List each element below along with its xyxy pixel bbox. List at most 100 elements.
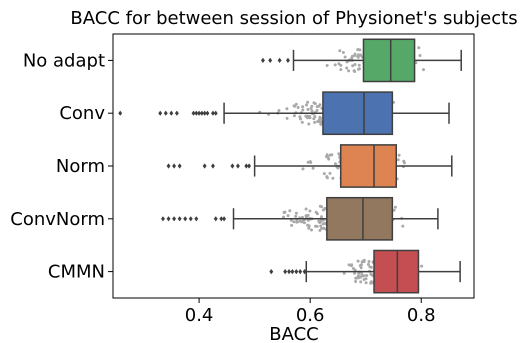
- outlier-point: [161, 216, 165, 222]
- outlier-point: [188, 216, 193, 222]
- swarm-point: [418, 54, 422, 57]
- swarm-point: [337, 152, 341, 156]
- swarm-point: [318, 103, 322, 107]
- y-tick-label-convnorm: ConvNorm: [10, 209, 105, 230]
- outlier-point: [294, 269, 299, 275]
- swarm-point: [296, 220, 299, 224]
- swarm-point: [300, 120, 304, 124]
- swarm-point: [322, 226, 326, 230]
- swarm-point: [306, 116, 309, 120]
- swarm-point: [352, 69, 356, 73]
- swarm-point: [277, 109, 281, 112]
- outlier-point: [211, 110, 215, 116]
- outlier-point: [222, 216, 227, 222]
- swarm-point: [308, 209, 312, 213]
- outlier-point: [290, 269, 295, 275]
- swarm-point: [310, 228, 313, 232]
- swarm-point: [306, 100, 310, 104]
- swarm-point: [310, 109, 314, 113]
- swarm-point: [341, 51, 345, 54]
- swarm-point: [301, 219, 304, 223]
- swarm-point: [327, 157, 331, 161]
- outlier-point: [247, 163, 252, 169]
- outlier-point: [202, 163, 207, 169]
- swarm-point: [354, 280, 358, 283]
- outlier-point: [298, 269, 303, 275]
- outlier-point: [261, 57, 265, 63]
- outlier-point: [236, 163, 240, 169]
- swarm-point: [286, 214, 290, 218]
- swarm-point: [307, 226, 311, 230]
- swarm-point: [396, 158, 400, 162]
- x-axis-label: BACC: [269, 324, 318, 343]
- outlier-point: [177, 216, 182, 222]
- swarm-point: [301, 105, 305, 109]
- swarm-point: [317, 118, 321, 122]
- swarm-point: [366, 263, 370, 266]
- swarm-point: [305, 103, 308, 107]
- swarm-point: [320, 205, 323, 209]
- swarm-point: [393, 205, 397, 209]
- swarm-point: [357, 53, 360, 57]
- box-convnorm: [326, 196, 394, 241]
- y-tick-label-conv: Conv: [59, 103, 105, 124]
- swarm-point: [392, 208, 396, 212]
- swarm-point: [345, 66, 349, 70]
- swarm-point: [422, 68, 425, 72]
- swarm-point: [325, 175, 329, 179]
- swarm-point: [306, 213, 310, 217]
- swarm-point: [301, 108, 305, 112]
- swarm-point: [306, 108, 310, 111]
- swarm-point: [359, 266, 363, 270]
- outlier-point: [244, 163, 249, 169]
- swarm-point: [311, 166, 315, 170]
- swarm-point: [330, 153, 334, 157]
- swarm-point: [304, 207, 308, 211]
- swarm-point: [292, 114, 296, 118]
- y-tick-label-cmmn: CMMN: [48, 262, 105, 283]
- swarm-point: [301, 167, 305, 171]
- swarm-point: [364, 281, 368, 285]
- swarm-point: [296, 106, 300, 109]
- outlier-point: [211, 163, 215, 169]
- outlier-point: [230, 163, 235, 169]
- swarm-point: [356, 259, 360, 263]
- outlier-point: [269, 269, 274, 275]
- swarm-point: [350, 56, 354, 60]
- swarm-point: [368, 265, 372, 269]
- outlier-point: [199, 110, 204, 116]
- outlier-point: [287, 269, 292, 275]
- outlier-point: [194, 216, 199, 222]
- swarm-point: [309, 107, 313, 110]
- swarm-point: [402, 159, 406, 163]
- swarm-point: [313, 120, 317, 124]
- swarm-point: [325, 154, 329, 158]
- swarm-point: [347, 263, 351, 267]
- swarm-point: [420, 264, 424, 268]
- swarm-point: [282, 215, 285, 219]
- box-norm: [339, 144, 397, 188]
- swarm-point: [343, 55, 347, 59]
- swarm-point: [358, 67, 361, 71]
- swarm-point: [331, 176, 335, 180]
- outlier-point: [197, 110, 202, 116]
- swarm-point: [339, 63, 343, 67]
- swarm-point: [364, 277, 368, 281]
- outlier-point: [158, 110, 163, 116]
- swarm-point: [307, 122, 311, 126]
- swarm-point: [369, 281, 373, 285]
- swarm-point: [333, 162, 337, 166]
- swarm-point: [315, 108, 319, 112]
- box-no-adapt: [362, 38, 416, 83]
- swarm-point: [323, 207, 327, 211]
- outlier-point: [202, 110, 207, 116]
- swarm-point: [367, 260, 371, 263]
- swarm-point: [357, 63, 361, 67]
- swarm-point: [312, 101, 316, 105]
- swarm-point: [362, 258, 366, 262]
- outlier-point: [285, 57, 290, 63]
- outlier-point: [183, 216, 188, 222]
- swarm-point: [322, 172, 326, 176]
- outlier-point: [213, 216, 218, 222]
